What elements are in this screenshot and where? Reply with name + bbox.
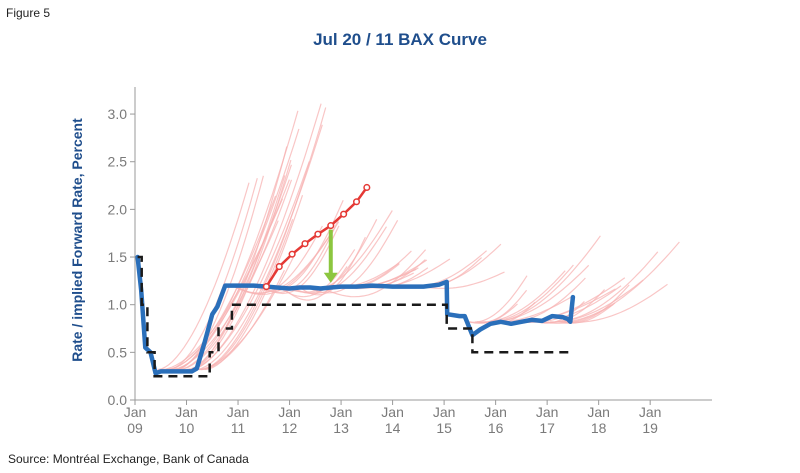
forward-curve <box>541 279 644 323</box>
x-tick-label-month: Jan <box>639 404 662 420</box>
forward-curve <box>201 218 294 371</box>
policy-rate-line <box>137 255 571 378</box>
x-tick-label-year: 10 <box>179 420 195 436</box>
y-tick-label: 0.0 <box>108 392 128 408</box>
x-tick-label-year: 12 <box>282 420 298 436</box>
highlight-curve-point <box>314 230 322 238</box>
forward-curve <box>169 220 279 371</box>
forward-curve <box>557 241 680 323</box>
highlight-curve-point <box>363 183 371 192</box>
x-tick-label-year: 18 <box>591 420 607 436</box>
highlight-curve-point <box>301 240 309 248</box>
forward-curve <box>564 283 668 324</box>
x-tick-label-year: 13 <box>333 420 349 436</box>
x-tick-label-month: Jan <box>381 404 404 420</box>
x-tick-label-year: 19 <box>642 420 658 436</box>
forward-curves-group <box>157 103 680 371</box>
x-tick-label-year: 11 <box>231 420 246 436</box>
x-tick-label-month: Jan <box>536 404 559 420</box>
axes-group: 0.00.51.01.52.02.53.0Jan09Jan10Jan11Jan1… <box>108 87 712 436</box>
annotation-arrow-head <box>323 272 338 283</box>
highlight-curve-point <box>340 210 348 218</box>
y-axis-title: Rate / implied Forward Rate, Percent <box>69 118 85 362</box>
forward-curve <box>421 271 505 290</box>
x-tick-label-month: Jan <box>330 404 353 420</box>
y-tick-label: 1.5 <box>108 249 128 265</box>
figure-label: Figure 5 <box>6 6 51 20</box>
forward-curve <box>469 275 528 323</box>
highlight-curve-point <box>275 263 283 271</box>
highlight-curve-point <box>327 222 335 230</box>
highlight-curve-point <box>352 198 361 206</box>
series-group <box>135 183 576 378</box>
y-tick-label: 2.5 <box>108 154 128 170</box>
y-tick-label: 3.0 <box>108 106 128 122</box>
forward-curve <box>166 195 277 371</box>
forward-curve <box>157 182 250 371</box>
forward-curve <box>414 243 502 288</box>
highlight-curve-point <box>288 250 296 258</box>
x-tick-label-month: Jan <box>587 404 610 420</box>
x-tick-label-month: Jan <box>227 404 250 420</box>
x-tick-label-month: Jan <box>433 404 456 420</box>
forward-curve <box>319 249 427 298</box>
forward-curve <box>558 302 616 324</box>
forward-curve <box>186 175 286 371</box>
x-tick-label-year: 16 <box>488 420 504 436</box>
forward-curve <box>475 289 528 324</box>
highlight-curve-point <box>262 283 270 291</box>
x-tick-label-month: Jan <box>278 404 301 420</box>
x-tick-label-year: 14 <box>385 420 401 436</box>
forward-curve <box>489 235 601 323</box>
x-tick-label-month: Jan <box>124 404 147 420</box>
y-tick-label: 0.5 <box>108 344 128 360</box>
chart-title: Jul 20 / 11 BAX Curve <box>313 30 487 49</box>
x-tick-label-month: Jan <box>484 404 507 420</box>
forward-curve <box>282 210 393 293</box>
forward-curve <box>563 284 630 324</box>
source-note: Source: Montréal Exchange, Bank of Canad… <box>8 452 249 466</box>
forward-curve <box>277 249 356 298</box>
x-tick-label-year: 15 <box>436 420 452 436</box>
actual-rate-line <box>135 254 576 376</box>
x-tick-label-year: 09 <box>127 420 143 436</box>
y-tick-label: 2.0 <box>108 201 128 217</box>
y-tick-label: 1.0 <box>108 297 128 313</box>
x-tick-label-year: 17 <box>539 420 555 436</box>
x-tick-label-month: Jan <box>175 404 198 420</box>
